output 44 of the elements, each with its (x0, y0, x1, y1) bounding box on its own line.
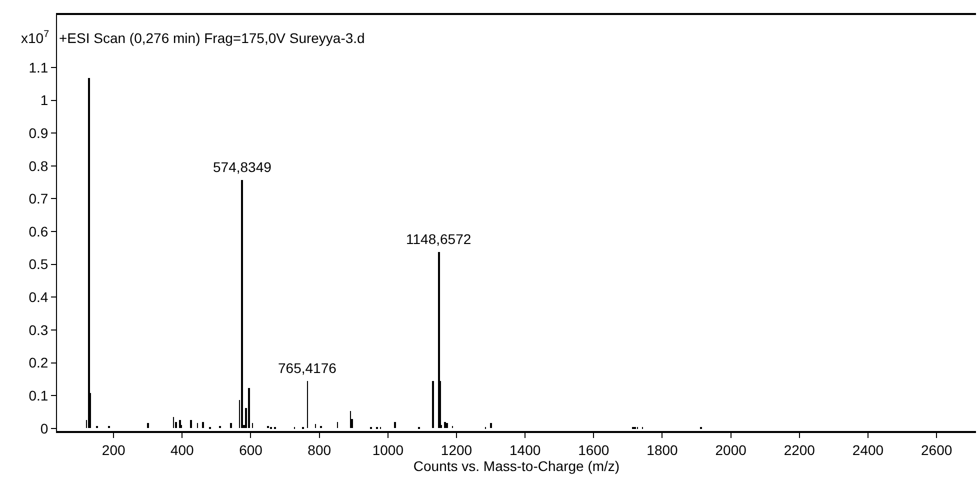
bar (490, 423, 492, 428)
y-tick-label: 0.2 (28, 354, 48, 371)
bar (248, 388, 250, 428)
bar (432, 381, 434, 428)
y-tick-label: 0.7 (28, 190, 48, 207)
y-tick-label: 0.6 (28, 223, 48, 240)
annotation: 765,4176 (278, 360, 337, 376)
x-tick-label: 1600 (578, 442, 610, 458)
x-tick-label: 1200 (440, 442, 472, 458)
x-tick-label: 1800 (646, 442, 678, 458)
y-tick-label: 1 (40, 92, 48, 108)
x-tick-label: 2000 (715, 442, 747, 458)
bar (147, 423, 149, 428)
y-tick-label: 0 (40, 420, 48, 436)
x-tick-label: 400 (170, 442, 194, 458)
y-tick-label: 0.3 (28, 322, 48, 338)
x-tick-label: 1400 (509, 442, 541, 458)
x-tick-label: 2400 (852, 442, 884, 458)
y-tick-label: 0.4 (28, 289, 48, 306)
annotation: 1148,6572 (406, 231, 472, 247)
bar (394, 422, 396, 428)
bar (88, 78, 90, 428)
bar (179, 420, 181, 428)
bar (446, 423, 448, 428)
bar (241, 180, 243, 428)
x-tick-label: 200 (102, 442, 126, 458)
x-axis-title: Counts vs. Mass-to-Charge (m/z) (413, 458, 620, 474)
bar (202, 422, 204, 428)
x-tick-label: 600 (239, 442, 263, 458)
bar (190, 420, 192, 428)
y-tick-label: 0.9 (28, 125, 48, 142)
x-tick-label: 2600 (920, 442, 952, 458)
y-tick-label: 0.8 (28, 158, 48, 174)
y-tick-label: 1.1 (28, 59, 48, 76)
text: +ESI Scan (0,276 min) Frag=175,0V Sureyya-3.d (59, 30, 365, 46)
x-tick-label: 1000 (372, 442, 404, 458)
bar (230, 423, 232, 428)
x-tick-label: 800 (308, 442, 332, 458)
x-tick-label: 2200 (784, 442, 816, 458)
annotation: 574,8349 (213, 159, 272, 175)
y-tick-label: 0.5 (28, 256, 48, 272)
bar (444, 422, 446, 428)
y-axis-title: x10$^{7}$ (21, 29, 50, 46)
y-tick-label: 0.1 (28, 387, 48, 404)
